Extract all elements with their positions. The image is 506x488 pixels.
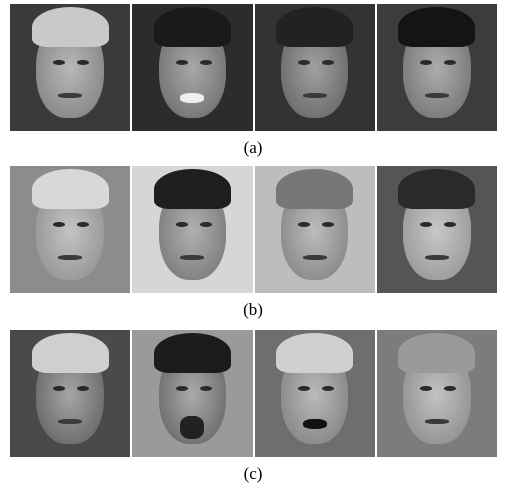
photo-row <box>10 330 497 457</box>
face-photo <box>377 330 497 457</box>
face-photo <box>132 166 252 293</box>
face-photo <box>255 166 375 293</box>
face-photo <box>255 330 375 457</box>
caption: (b) <box>0 300 506 320</box>
face-photo <box>132 330 252 457</box>
photo-row <box>10 166 497 293</box>
face-photo <box>10 4 130 131</box>
photo-row <box>10 4 497 131</box>
face-photo <box>132 4 252 131</box>
face-photo <box>10 330 130 457</box>
face-photo <box>377 166 497 293</box>
face-photo <box>255 4 375 131</box>
caption: (c) <box>0 464 506 484</box>
face-photo <box>10 166 130 293</box>
figure: (a) (b) (c) <box>0 0 506 488</box>
caption: (a) <box>0 138 506 158</box>
face-photo <box>377 4 497 131</box>
